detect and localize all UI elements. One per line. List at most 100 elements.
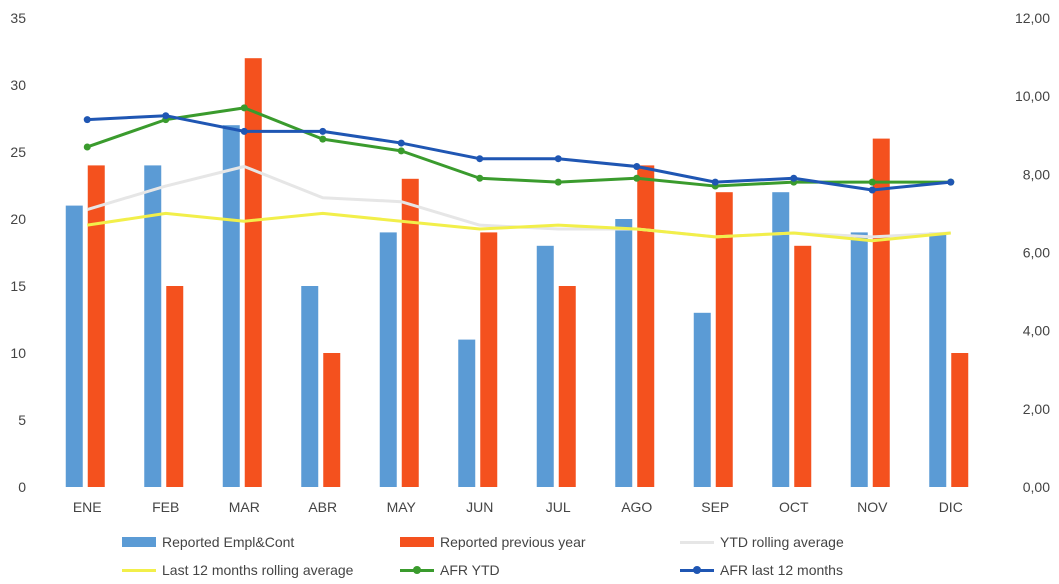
y2-tick-label: 4,00 — [1023, 323, 1050, 339]
bar-layer — [65, 58, 969, 488]
point-afr-last-12-months — [83, 116, 91, 124]
y2-tick-label: 12,00 — [1015, 10, 1050, 26]
point-afr-last-12-months — [319, 127, 327, 135]
legend-label: AFR YTD — [440, 562, 500, 578]
bar-reported-previous-year — [244, 58, 262, 487]
legend-label: YTD rolling average — [720, 534, 844, 550]
point-afr-ytd — [319, 135, 327, 143]
legend-label: AFR last 12 months — [720, 562, 843, 578]
bar-reported-empl-cont — [772, 192, 790, 487]
bar-reported-previous-year — [401, 178, 419, 488]
bar-reported-previous-year — [637, 165, 655, 487]
bar-reported-empl-cont — [222, 125, 240, 487]
y-tick-label: 10 — [10, 345, 26, 361]
y-tick-label: 30 — [10, 77, 26, 93]
point-afr-last-12-months — [476, 155, 484, 163]
line-layer — [83, 104, 955, 243]
bar-reported-empl-cont — [536, 245, 554, 487]
y-tick-label: 5 — [18, 412, 26, 428]
legend-item-last-12-months-rolling-average: Last 12 months rolling average — [122, 560, 353, 580]
point-afr-last-12-months — [240, 127, 248, 135]
x-tick-label: JUN — [466, 499, 493, 515]
bar-reported-previous-year — [558, 286, 576, 487]
point-afr-ytd — [554, 178, 562, 186]
bar-reported-empl-cont — [615, 219, 633, 487]
line-last-12-months-rolling-average — [87, 211, 951, 243]
legend-item-ytd-rolling-average: YTD rolling average — [680, 532, 844, 552]
legend-swatch — [680, 565, 714, 575]
point-afr-ytd — [476, 174, 484, 182]
bar-reported-empl-cont — [693, 312, 711, 487]
legend: Reported Empl&Cont Reported previous yea… — [0, 524, 1059, 584]
line-afr-ytd — [86, 106, 951, 188]
legend-label: Reported Empl&Cont — [162, 534, 295, 550]
x-tick-label: DIC — [939, 499, 963, 515]
y-tick-label: 35 — [10, 10, 26, 26]
x-tick-label: FEB — [152, 499, 179, 515]
bar-reported-empl-cont — [929, 232, 947, 487]
point-afr-last-12-months — [868, 186, 876, 194]
x-tick-label: MAY — [387, 499, 417, 515]
x-tick-label: MAR — [229, 499, 260, 515]
y-tick-label: 20 — [10, 211, 26, 227]
point-afr-ytd — [240, 104, 248, 112]
point-afr-last-12-months — [162, 112, 170, 120]
y2-tick-label: 10,00 — [1015, 88, 1050, 104]
point-afr-ytd — [868, 178, 876, 186]
legend-swatch — [400, 565, 434, 575]
bar-reported-previous-year — [87, 165, 105, 487]
legend-item-reported-empl-cont: Reported Empl&Cont — [122, 532, 294, 552]
point-afr-last-12-months — [790, 174, 798, 182]
left-y-axis: 0 5 10 15 20 25 30 35 — [10, 10, 26, 495]
x-tick-label: ABR — [308, 499, 337, 515]
bar-reported-previous-year — [951, 353, 969, 487]
point-afr-last-12-months — [711, 178, 719, 186]
legend-item-reported-previous-year: Reported previous year — [400, 532, 586, 552]
bar-reported-previous-year — [715, 192, 733, 487]
bar-reported-empl-cont — [144, 165, 162, 487]
line-afr-last-12-months — [87, 114, 951, 192]
legend-swatch — [122, 565, 156, 575]
x-tick-label: JUL — [546, 499, 571, 515]
bar-reported-previous-year — [480, 232, 498, 487]
plot-area: 0 5 10 15 20 25 30 35 0,00 2,00 4,00 6,00 8,00 10,00… — [10, 10, 1050, 515]
bar-reported-previous-year — [323, 353, 341, 487]
y-tick-label: 0 — [18, 479, 26, 495]
point-afr-last-12-months — [397, 139, 405, 147]
point-afr-ytd — [397, 147, 405, 155]
x-tick-label: OCT — [779, 499, 809, 515]
point-afr-last-12-months — [947, 178, 955, 186]
bar-reported-empl-cont — [850, 232, 868, 487]
point-afr-last-12-months — [554, 155, 562, 163]
x-tick-label: AGO — [621, 499, 652, 515]
right-y-axis: 0,00 2,00 4,00 6,00 8,00 10,00 12,00 — [1015, 10, 1050, 495]
bar-reported-empl-cont — [379, 232, 397, 487]
point-afr-last-12-months — [633, 163, 641, 171]
x-tick-label: SEP — [701, 499, 729, 515]
legend-label: Reported previous year — [440, 534, 586, 550]
x-tick-label: NOV — [857, 499, 888, 515]
legend-item-afr-ytd: AFR YTD — [400, 560, 500, 580]
y2-tick-label: 8,00 — [1023, 166, 1050, 182]
legend-label: Last 12 months rolling average — [162, 562, 354, 578]
y2-tick-label: 2,00 — [1023, 401, 1050, 417]
y-tick-label: 15 — [10, 278, 26, 294]
x-axis: ENE FEB MAR ABR MAY JUN JUL AGO SEP OCT NOV DIC — [73, 499, 963, 515]
point-afr-ytd — [633, 174, 641, 182]
y2-tick-label: 6,00 — [1023, 245, 1050, 261]
y2-tick-label: 0,00 — [1023, 479, 1050, 495]
bar-reported-empl-cont — [301, 286, 319, 487]
bar-reported-previous-year — [872, 138, 890, 487]
bar-reported-previous-year — [166, 286, 184, 487]
legend-item-afr-last-12-months: AFR last 12 months — [680, 560, 843, 580]
y-tick-label: 25 — [10, 144, 26, 160]
bar-reported-empl-cont — [65, 205, 83, 487]
legend-swatch — [122, 537, 156, 547]
point-afr-ytd — [83, 143, 91, 151]
bar-reported-previous-year — [794, 245, 812, 487]
bar-reported-empl-cont — [458, 339, 476, 487]
x-tick-label: ENE — [73, 499, 102, 515]
legend-swatch — [400, 537, 434, 547]
legend-swatch — [680, 537, 714, 547]
